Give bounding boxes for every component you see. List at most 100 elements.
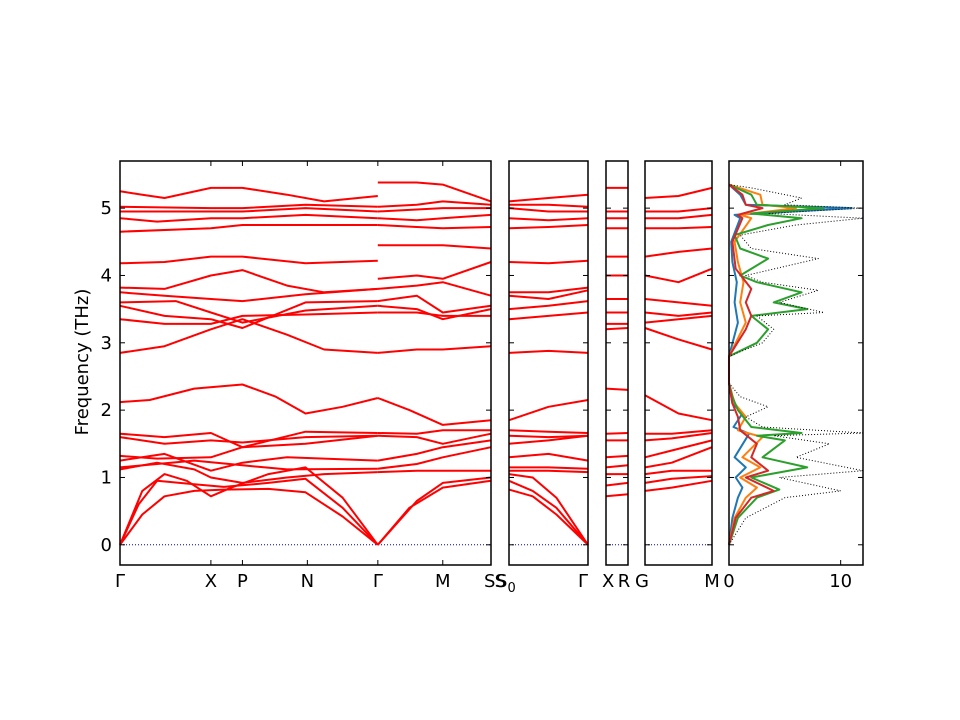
phonon-band-line: [508, 224, 589, 230]
phonon-band-line: [377, 476, 492, 546]
high-symmetry-label: P: [237, 571, 248, 592]
phonon-band-line: [605, 432, 629, 435]
phonon-band-line: [119, 477, 379, 546]
phonon-band-line: [605, 481, 629, 487]
phonon-band-line: [508, 311, 589, 321]
phonon-band-line: [509, 286, 589, 294]
phonon-band-line: [605, 454, 629, 459]
high-symmetry-label: X: [205, 571, 217, 592]
phonon-band-line: [508, 429, 589, 434]
phonon-band-line: [377, 244, 492, 250]
phonon-band-line: [377, 304, 492, 321]
y-axis-label: Frequency (THz): [72, 289, 93, 436]
dos-frame: [728, 160, 864, 566]
panel-frame: [605, 160, 629, 566]
phonon-band-line: [377, 261, 492, 280]
phonon-band-line: [509, 203, 589, 208]
high-symmetry-label: S0: [496, 571, 516, 596]
phonon-band-line: [377, 479, 492, 546]
phonon-band-line: [605, 327, 629, 331]
phonon-band-line: [644, 475, 713, 484]
phonon-band-line: [377, 294, 492, 314]
dos-x-tick-label: 0: [723, 571, 734, 592]
panel-frame: [508, 160, 589, 566]
phonon-band-line: [508, 434, 589, 445]
y-tick-label: 0: [101, 535, 112, 556]
phonon-band-line: [644, 469, 712, 476]
phonon-band-line: [644, 446, 713, 469]
phonon-band-line: [508, 217, 589, 222]
phonon-band-line: [377, 224, 492, 230]
high-symmetry-label: S: [495, 571, 506, 592]
phonon-band-line: [119, 311, 378, 325]
phonon-band-line: [120, 207, 378, 213]
high-symmetry-label: X: [602, 571, 614, 592]
phonon-band-line: [119, 300, 378, 324]
phonon-band-line: [377, 181, 492, 203]
phonon-band-line: [119, 287, 378, 303]
phonon-band-line: [119, 224, 378, 233]
phonon-band-line: [508, 289, 589, 300]
phonon-band-line: [644, 439, 713, 459]
phonon-band-line: [508, 434, 589, 439]
high-symmetry-label: M: [435, 571, 451, 592]
high-symmetry-label: R: [618, 571, 631, 592]
phonon-band-line: [119, 186, 378, 203]
phonon-band-line: [119, 434, 378, 460]
total-dos-line: [728, 184, 864, 546]
y-tick-label: 3: [101, 333, 112, 354]
phonon-band-line: [119, 203, 378, 210]
phonon-band-line: [644, 394, 713, 422]
phonon-band-line: [509, 466, 589, 470]
high-symmetry-label: Γ: [578, 571, 588, 592]
phonon-band-line: [119, 487, 379, 546]
phonon-band-line: [508, 479, 589, 546]
phonon-band-line: [119, 430, 378, 449]
phonon-band-line: [119, 318, 378, 354]
phonon-band-line: [119, 459, 378, 471]
phonon-band-line: [377, 213, 492, 222]
panel-frame: [644, 160, 713, 566]
phonon-band-line: [119, 434, 378, 445]
phonon-band-line: [119, 269, 378, 294]
phonon-band-line: [509, 469, 589, 474]
phonon-band-line: [377, 397, 492, 426]
phonon-band-line: [605, 493, 629, 498]
high-symmetry-label: S: [484, 571, 495, 592]
phonon-band-line: [377, 207, 491, 213]
phonon-band-line: [508, 488, 589, 546]
partial-dos-line: [728, 183, 797, 546]
phonon-band-line: [119, 255, 378, 265]
phonon-band-line: [644, 432, 713, 442]
phonon-band-line: [377, 432, 492, 445]
phonon-band-line: [377, 446, 492, 470]
phonon-band-line: [508, 349, 589, 354]
phonon-band-line: [645, 226, 713, 230]
phonon-band-line: [644, 311, 713, 317]
phonon-band-line: [645, 207, 713, 213]
phonon-band-line: [508, 259, 589, 265]
phonon-band-line: [119, 213, 378, 223]
y-tick-label: 5: [101, 198, 112, 219]
y-tick-label: 4: [101, 265, 112, 286]
phonon-band-line: [644, 186, 713, 199]
partial-dos-line: [728, 183, 853, 545]
band-panel: SS0 Γ: [495, 160, 589, 596]
phonon-band-line: [644, 298, 713, 307]
phonon-band-line: [605, 387, 629, 391]
phonon-band-line: [377, 429, 491, 435]
phonon-band-line: [508, 300, 589, 311]
phonon-band-line: [377, 439, 492, 462]
phonon-band-line: [605, 464, 629, 469]
partial-dos-line: [728, 183, 825, 546]
high-symmetry-label: Γ: [115, 571, 125, 592]
panel-frame: [119, 160, 492, 566]
dos-panel: 0 10: [723, 160, 864, 592]
phonon-band-line: [508, 193, 589, 203]
phonon-band-line: [377, 200, 492, 208]
phonon-band-line: [508, 452, 589, 462]
